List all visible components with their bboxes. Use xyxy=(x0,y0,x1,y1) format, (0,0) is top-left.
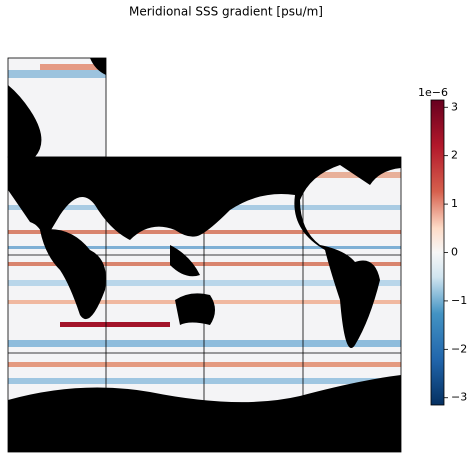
colorbar-tick-label: 0 xyxy=(451,246,458,259)
colorbar-tick-label: −2 xyxy=(451,342,467,355)
colorbar xyxy=(430,99,445,406)
colorbar-tick-label: 1 xyxy=(451,197,458,210)
colorbar-tick-label: 2 xyxy=(451,149,458,162)
chart-title: Meridional SSS gradient [psu/m] xyxy=(129,5,323,19)
colorbar-tick-label: 3 xyxy=(451,100,458,113)
map-grid xyxy=(7,57,402,453)
colorbar-offset: 1e−6 xyxy=(418,86,448,99)
colorbar-tick-label: −1 xyxy=(451,294,467,307)
colorbar-tick-label: −3 xyxy=(451,391,467,404)
